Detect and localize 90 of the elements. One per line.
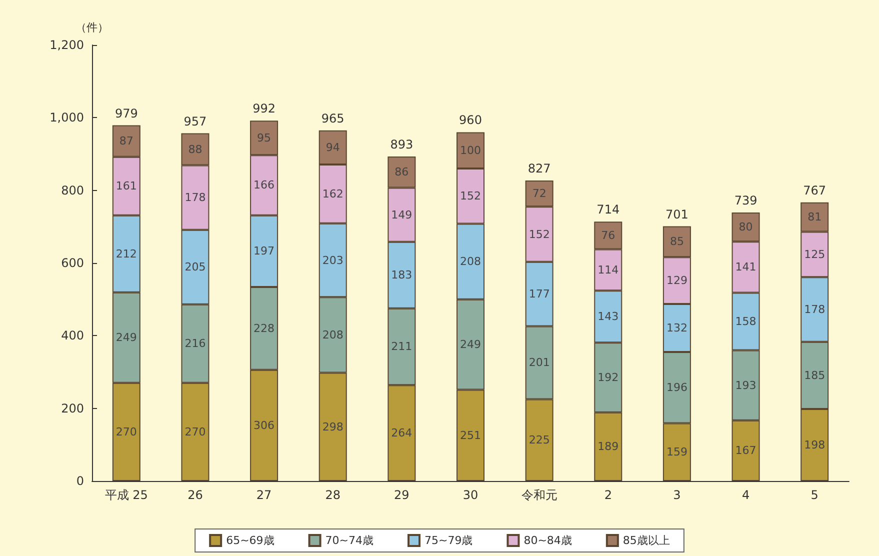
- data-label: 212: [116, 247, 137, 260]
- data-label: 158: [735, 314, 756, 328]
- data-label: 298: [322, 420, 344, 434]
- data-label: 196: [666, 381, 688, 394]
- y-tick-label: 400: [61, 328, 84, 343]
- data-label: 197: [254, 244, 275, 258]
- data-label: 183: [391, 268, 412, 282]
- data-label: 129: [666, 274, 688, 288]
- x-tick-label: 2: [604, 488, 612, 502]
- data-label: 178: [184, 191, 206, 204]
- data-label: 251: [460, 428, 481, 442]
- data-label: 143: [598, 310, 619, 324]
- y-tick-label: 200: [61, 401, 84, 416]
- x-tick-label: 5: [810, 488, 818, 502]
- data-label: 152: [460, 190, 481, 203]
- data-label: 249: [460, 338, 481, 352]
- data-label: 100: [460, 144, 481, 157]
- data-label: 264: [391, 426, 412, 440]
- total-label: 965: [321, 111, 344, 126]
- x-tick-label: 令和元: [521, 488, 558, 502]
- legend-label: 70~74歳: [325, 534, 374, 547]
- data-label: 201: [528, 356, 550, 370]
- data-label: 185: [804, 368, 826, 382]
- total-label: 960: [459, 113, 482, 128]
- data-label: 141: [735, 260, 756, 274]
- legend-label: 65~69歳: [226, 534, 274, 547]
- data-label: 161: [116, 180, 137, 193]
- x-tick-label: 4: [742, 488, 750, 502]
- x-tick-label: 26: [188, 488, 203, 502]
- data-label: 80: [738, 220, 753, 234]
- x-tick-label: 28: [325, 488, 341, 502]
- total-label: 827: [528, 162, 551, 176]
- y-tick-label: 1,000: [50, 110, 84, 125]
- data-label: 192: [598, 370, 619, 384]
- data-label: 270: [116, 425, 137, 438]
- y-tick-label: 0: [76, 474, 84, 488]
- total-label: 979: [114, 106, 138, 120]
- data-label: 208: [460, 255, 481, 268]
- legend-label: 75~79歳: [424, 534, 473, 547]
- y-tick-label: 800: [61, 183, 84, 198]
- x-tick-label: 30: [462, 488, 478, 502]
- total-label: 893: [390, 138, 414, 152]
- x-tick-label: 平成 25: [104, 488, 148, 502]
- data-label: 85: [670, 235, 684, 248]
- data-label: 205: [184, 260, 206, 274]
- data-label: 189: [598, 440, 619, 454]
- data-label: 203: [322, 254, 344, 267]
- y-axis-title: （件）: [76, 21, 108, 34]
- data-label: 216: [184, 337, 206, 350]
- legend-label: 80~84歳: [524, 534, 572, 547]
- data-label: 178: [804, 303, 826, 316]
- y-tick-label: 1,200: [50, 38, 84, 52]
- data-label: 162: [322, 187, 344, 200]
- x-tick-label: 29: [394, 488, 410, 502]
- data-label: 125: [804, 248, 826, 261]
- data-label: 270: [184, 425, 206, 438]
- data-label: 87: [119, 134, 134, 148]
- y-tick-label: 600: [61, 256, 84, 270]
- data-label: 167: [735, 444, 756, 458]
- data-label: 208: [322, 328, 344, 342]
- legend-label: 85歳以上: [622, 534, 670, 547]
- total-label: 992: [252, 102, 276, 116]
- data-label: 114: [598, 263, 619, 276]
- data-label: 149: [391, 208, 412, 222]
- total-label: 701: [666, 207, 688, 222]
- data-label: 88: [188, 142, 202, 156]
- total-label: 957: [184, 114, 207, 128]
- total-label: 714: [596, 202, 620, 217]
- data-label: 95: [257, 131, 272, 144]
- data-label: 211: [391, 340, 412, 354]
- data-label: 177: [528, 288, 550, 301]
- data-label: 159: [666, 446, 688, 459]
- data-label: 132: [666, 322, 688, 335]
- data-label: 228: [254, 322, 275, 335]
- x-tick-label: 3: [673, 488, 681, 502]
- data-label: 94: [326, 140, 340, 154]
- data-label: 166: [254, 178, 275, 192]
- total-label: 767: [803, 183, 826, 198]
- data-label: 86: [394, 166, 409, 179]
- data-label: 249: [116, 331, 137, 344]
- data-label: 81: [808, 210, 822, 224]
- data-label: 198: [804, 438, 826, 452]
- data-label: 72: [532, 187, 546, 200]
- data-label: 193: [735, 378, 756, 392]
- data-label: 76: [601, 228, 616, 242]
- data-label: 225: [528, 434, 550, 447]
- data-label: 306: [254, 418, 275, 432]
- x-tick-label: 27: [256, 488, 272, 502]
- total-label: 739: [734, 193, 758, 208]
- data-label: 152: [528, 228, 550, 241]
